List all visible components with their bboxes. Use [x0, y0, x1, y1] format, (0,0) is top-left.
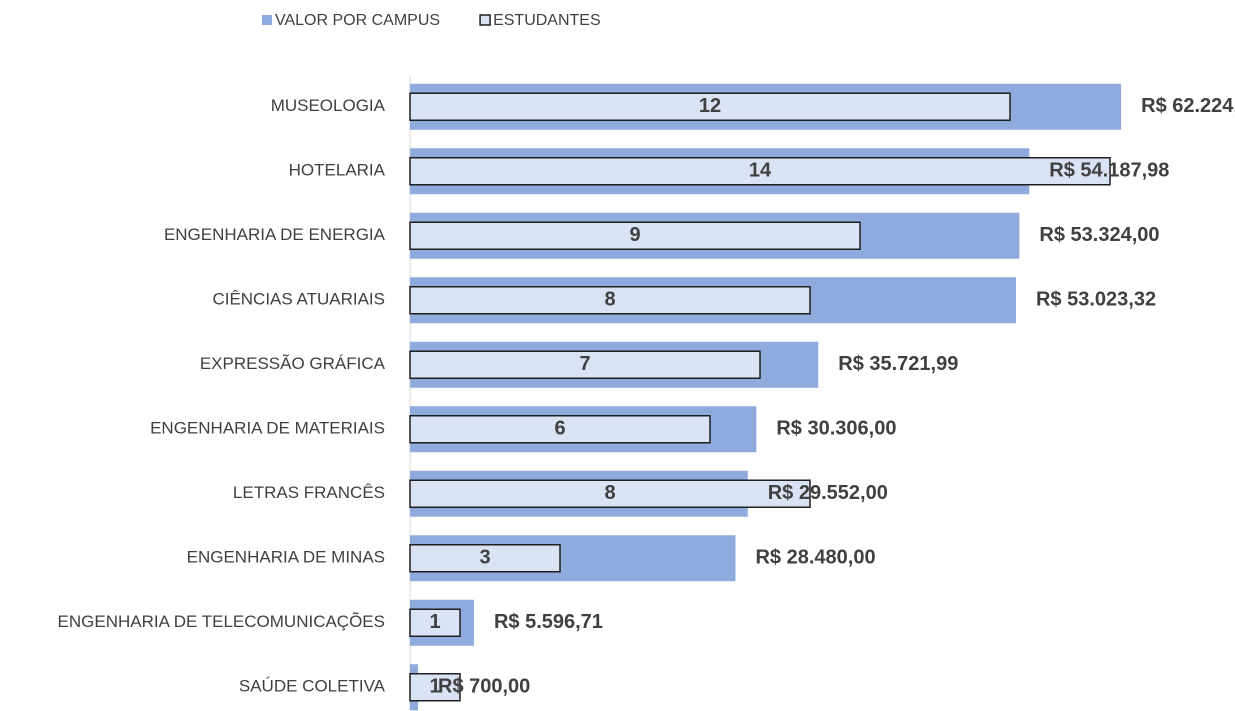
student-bar: [409, 350, 761, 379]
data-label: R$ 700,00: [438, 676, 530, 698]
category-label: LETRAS FRANCÊS: [233, 483, 385, 502]
data-label: R$ 35.721,99: [838, 353, 958, 375]
student-bar: [409, 544, 561, 573]
data-label: 3: [479, 547, 490, 569]
category-label: ENGENHARIA DE MATERIAIS: [150, 419, 385, 438]
student-bar: [409, 479, 811, 508]
data-label: 7: [579, 353, 590, 375]
data-label: R$ 53.324,00: [1039, 224, 1159, 246]
data-label: R$ 54.187,98: [1049, 160, 1169, 182]
data-label: 6: [554, 418, 565, 440]
legend-label: ESTUDANTES: [493, 12, 601, 29]
data-label: R$ 30.306,00: [776, 418, 896, 440]
data-label: 1: [429, 611, 440, 633]
category-label: CIÊNCIAS ATUARIAIS: [212, 290, 385, 309]
student-bar: [409, 92, 1011, 121]
category-label: ENGENHARIA DE MINAS: [187, 548, 385, 567]
data-label: 9: [629, 224, 640, 246]
legend-swatch: [479, 14, 491, 26]
data-label: R$ 5.596,71: [494, 611, 603, 633]
student-bar: [409, 608, 461, 637]
student-bar: [409, 221, 861, 250]
data-label: 1: [429, 676, 440, 698]
student-bar: [409, 415, 711, 444]
category-label: HOTELARIA: [289, 161, 386, 180]
category-label: ENGENHARIA DE TELECOMUNICAÇÕES: [58, 612, 385, 631]
student-bar: [409, 157, 1111, 186]
legend-swatch: [262, 15, 272, 25]
data-label: 8: [604, 289, 615, 311]
data-label: 14: [749, 160, 772, 182]
category-label: EXPRESSÃO GRÁFICA: [200, 354, 386, 373]
category-label: ENGENHARIA DE ENERGIA: [164, 225, 386, 244]
data-label: R$ 62.224,00: [1141, 95, 1235, 117]
category-label: MUSEOLOGIA: [271, 96, 386, 115]
student-bar: [409, 286, 811, 315]
data-label: 12: [699, 95, 721, 117]
category-label: SAÚDE COLETIVA: [239, 677, 386, 696]
data-label: R$ 28.480,00: [755, 547, 875, 569]
student-bar: [409, 673, 461, 702]
data-label: 8: [604, 482, 615, 504]
data-label: R$ 29.552,00: [768, 482, 888, 504]
data-label: R$ 53.023,32: [1036, 289, 1156, 311]
legend-label: VALOR POR CAMPUS: [275, 12, 440, 29]
